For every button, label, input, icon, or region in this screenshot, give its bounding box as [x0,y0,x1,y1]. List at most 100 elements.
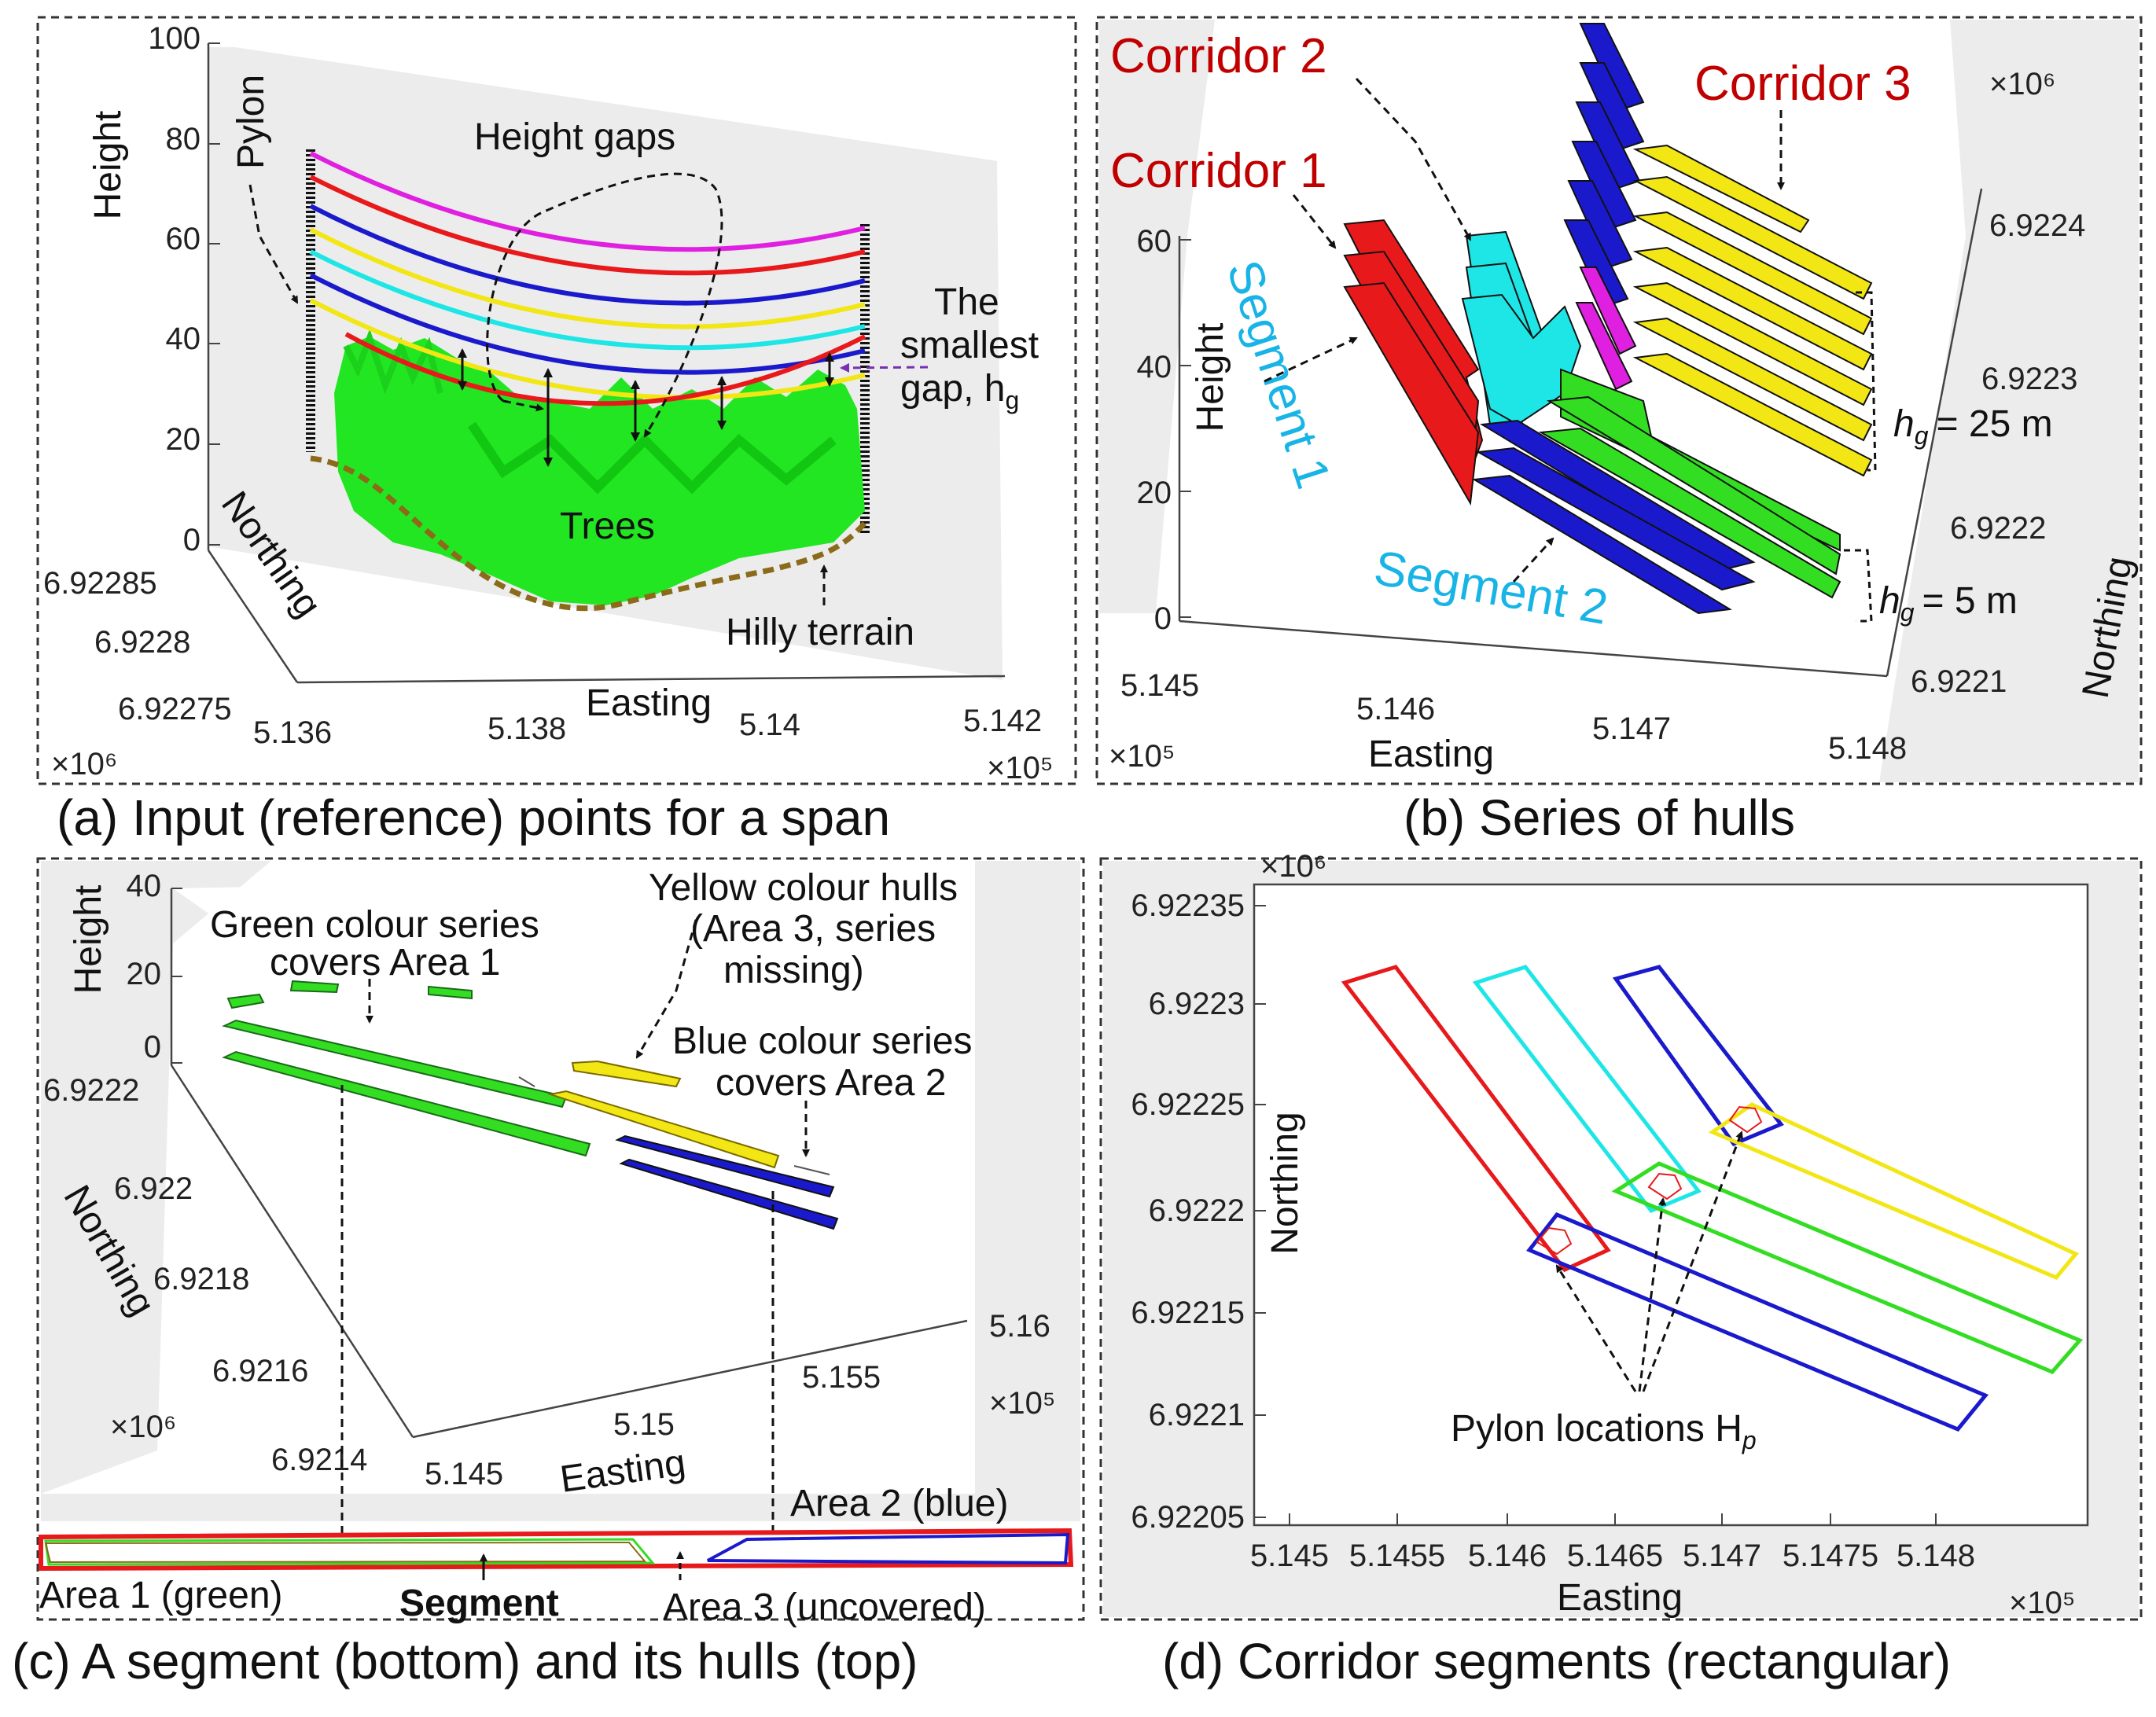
northing-axis [170,1064,414,1438]
easting-ticks [1289,1513,1937,1525]
panel-a: 100 80 60 40 20 0 Height Northing 6.9228… [36,16,1077,846]
northing-exponent: ×10⁶ [1989,67,2055,101]
height-tick-label: 40 [127,869,162,903]
easting-axis-label: Easting [1368,733,1494,775]
segment-1-arrow [1264,336,1358,383]
northing-tick-label: 6.9216 [212,1354,308,1388]
northing-tick-label: 6.92275 [118,692,232,726]
easting-tick-label: 5.16 [989,1309,1050,1344]
yellow-hulls-label-3: missing) [723,950,864,991]
segment-label: Segment [399,1583,559,1624]
panel-a-border [36,16,1077,785]
pylon-location-markers [1536,1105,1763,1256]
green-corridor-rectangle [1611,1161,2084,1374]
easting-exponent: ×10⁵ [2009,1586,2075,1620]
panel-a-caption: (a) Input (reference) points for a span [57,789,890,846]
corridor-3-label: Corridor 3 [1694,57,1911,111]
easting-tick-label: 5.146 [1468,1539,1547,1573]
easting-tick-label: 5.1455 [1349,1539,1445,1573]
easting-exponent: ×10⁵ [1109,739,1175,774]
hg-5-label: hg = 5 m [1879,580,2018,627]
yellow-hulls [547,1060,780,1169]
area-1-label: Area 1 (green) [39,1575,283,1616]
green-series-label-2: covers Area 1 [270,942,500,984]
northing-tick-label: 6.92205 [1131,1500,1245,1535]
northing-tick-label: 6.9224 [1989,208,2085,243]
easting-tick-label: 5.138 [487,711,566,746]
corridor-1-arrow [1292,194,1337,249]
height-tick-label: 60 [166,222,201,256]
corridor-2-label: Corridor 2 [1110,29,1327,83]
magenta-hulls [1575,267,1637,391]
easting-axis [296,675,1006,684]
height-axis-label: Height [87,111,129,220]
height-tick-label: 100 [148,21,201,56]
pylon-arrow-1 [1555,1264,1637,1392]
segment-2-label: Segment 2 [1370,541,1612,635]
easting-exponent: ×10⁵ [987,751,1053,785]
northing-ticks [1254,905,1266,1518]
pylon-arrow-2 [1638,1197,1666,1392]
northing-tick-label: 6.9223 [1981,362,2077,396]
northing-tick-label: 6.9221 [1149,1398,1245,1432]
smallest-gap-label-line2: smallest [900,325,1039,366]
easting-tick-label: 5.15 [613,1407,675,1442]
blue-series-hulls [615,1134,839,1230]
northing-tick-label: 6.9222 [1950,511,2046,546]
easting-tick-label: 5.145 [1120,668,1199,703]
height-ticks: 100 80 60 40 20 0 [148,21,220,557]
pylon-label: Pylon [230,75,272,169]
pylon-arrow-3 [1642,1131,1743,1392]
blue-segment-rectangle [1526,1211,1989,1432]
yellow-hulls-label-1: Yellow colour hulls [649,867,958,909]
blue-segment2-hulls [1471,419,1756,615]
hg-25-label: hg = 25 m [1893,403,2053,450]
easting-tick-label: 5.147 [1683,1539,1761,1573]
hg-5-bracket [1844,549,1873,623]
northing-axis [207,550,299,683]
easting-tick-label: 5.145 [425,1457,503,1491]
northing-tick-label: 6.9221 [1911,664,2007,699]
height-tick-label: 80 [166,122,201,156]
green-hulls [1538,368,1841,599]
northing-tick-label: 6.9222 [1149,1193,1245,1228]
height-gap-arrows [458,348,834,467]
red-corridor1-hulls [1343,219,1484,506]
panel-b-caption: (b) Series of hulls [1404,789,1795,846]
smallest-gap-label-line3: gap, hg [900,368,1019,414]
easting-axis-label: Easting [586,682,712,724]
northing-tick-label: 6.9214 [271,1443,367,1477]
green-series-hulls [221,980,591,1157]
northing-tick-label: 6.92285 [43,566,157,601]
northing-tick-label: 6.92215 [1131,1296,1245,1330]
red-corridor-rectangle [1341,965,1611,1273]
easting-tick-label: 5.136 [253,715,332,750]
panel-b-border [1095,16,2143,785]
blue-series-label-2: covers Area 2 [716,1062,946,1104]
power-lines [309,151,866,406]
northing-tick-label: 6.9228 [94,625,190,660]
northing-exponent: ×10⁶ [1260,849,1326,884]
height-ticks [1179,239,1191,618]
yellow-corridor3-hulls [1632,144,1873,477]
height-tick-label: 20 [127,957,162,991]
easting-exponent: ×10⁵ [989,1386,1055,1421]
cyan-corridor-rectangle [1472,965,1702,1214]
yellow-hulls-arrow [635,919,697,1059]
northing-exponent: ×10⁶ [51,747,117,781]
easting-tick-label: 5.155 [802,1360,881,1395]
trees-label: Trees [560,506,655,547]
height-tick-label: 0 [1154,601,1172,636]
panel-d-plot-area [1253,883,2089,1527]
hilly-terrain-label: Hilly terrain [726,612,914,653]
area-3-label: Area 3 (uncovered) [663,1586,986,1628]
easting-tick-label: 5.146 [1356,692,1435,726]
corridor-2-arrow [1355,77,1472,241]
easting-tick-label: 5.142 [963,704,1042,738]
northing-tick-label: 6.9218 [153,1262,249,1296]
easting-tick-label: 5.14 [739,708,800,742]
pylon-locations-label: Pylon locations Hp [1451,1408,1757,1454]
segment-bar [39,1528,1074,1572]
height-tick-label: 0 [183,523,201,557]
blue-corridor-rectangle [1612,965,1784,1147]
